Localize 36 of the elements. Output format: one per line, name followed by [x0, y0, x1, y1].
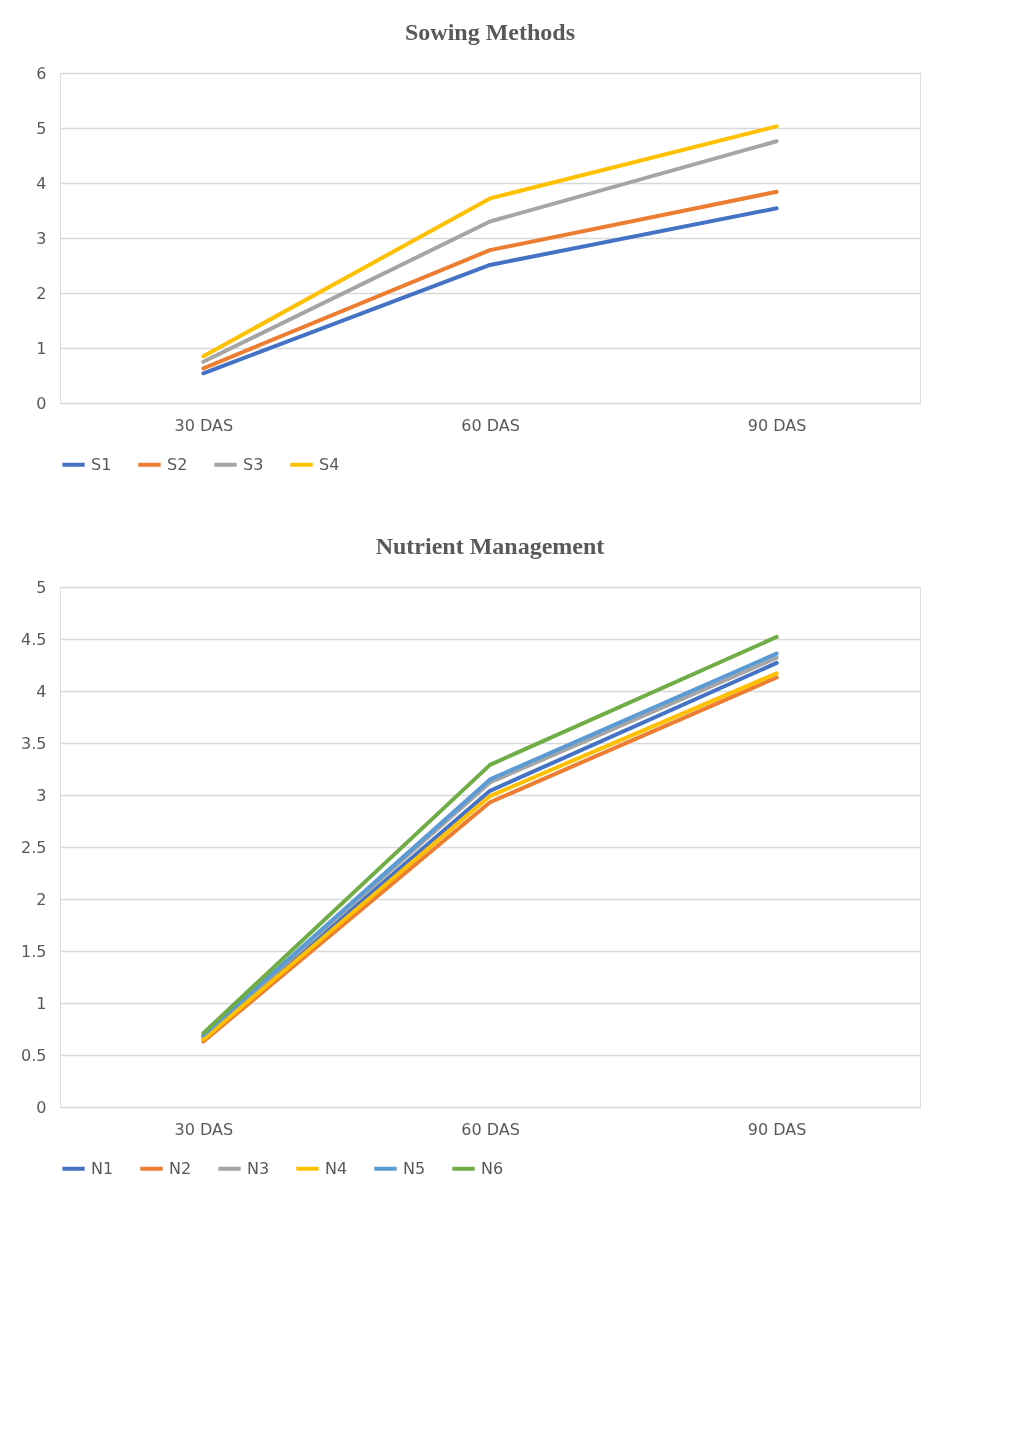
chart-title: Sowing Methods	[404, 19, 576, 45]
y-tick-label: 4	[36, 681, 47, 701]
y-tick-label: 1.5	[21, 941, 47, 961]
y-tick-label: 3	[36, 785, 47, 805]
legend-label: N2	[169, 1158, 192, 1178]
y-tick-label: 1	[36, 993, 47, 1013]
legend-label: N6	[481, 1158, 504, 1178]
legend-label: N1	[91, 1158, 114, 1178]
y-tick-label: 2.5	[21, 837, 47, 857]
chart-title: Nutrient Management	[375, 533, 605, 559]
x-tick-label: 90 DAS	[747, 1119, 807, 1139]
y-tick-label: 3.5	[21, 733, 47, 753]
y-tick-label: 5	[36, 118, 47, 138]
legend-label: S3	[243, 454, 264, 474]
y-tick-label: 4	[36, 173, 47, 193]
y-tick-label: 0.5	[21, 1045, 47, 1065]
legend-label: N3	[247, 1158, 270, 1178]
x-tick-label: 90 DAS	[747, 415, 807, 435]
y-tick-label: 0	[36, 1097, 47, 1117]
y-tick-label: 2	[36, 283, 47, 303]
legend-label: S4	[319, 454, 340, 474]
y-tick-label: 3	[36, 228, 47, 248]
y-tick-label: 6	[36, 63, 47, 83]
legend-label: S2	[167, 454, 188, 474]
y-tick-label: 5	[36, 577, 47, 597]
legend-label: S1	[91, 454, 112, 474]
y-tick-label: 2	[36, 889, 47, 909]
x-tick-label: 60 DAS	[461, 415, 520, 435]
x-tick-label: 30 DAS	[174, 415, 234, 435]
legend-label: N5	[403, 1158, 426, 1178]
x-tick-label: 30 DAS	[174, 1119, 234, 1139]
x-tick-label: 60 DAS	[461, 1119, 520, 1139]
y-tick-label: 0	[36, 393, 47, 413]
y-tick-label: 4.5	[21, 629, 47, 649]
legend-label: N4	[325, 1158, 348, 1178]
y-tick-label: 1	[36, 338, 47, 358]
